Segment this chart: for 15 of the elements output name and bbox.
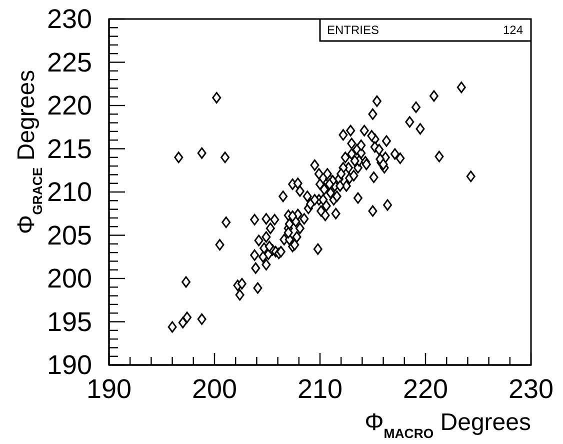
y-tick-label: 215: [46, 134, 92, 164]
x-axis-title: Φ$_{MACRO}$ Degrees: [364, 409, 531, 440]
y-tick-label: 220: [46, 90, 92, 120]
annotation: 124: [502, 23, 524, 37]
x-tick-label: 220: [402, 374, 448, 404]
y-tick-label: 205: [46, 220, 92, 250]
y-tick-label: 225: [46, 47, 92, 78]
annotation: ENTRIES: [327, 23, 380, 37]
y-tick-label: 200: [46, 264, 92, 294]
x-tick-label: 200: [192, 374, 238, 404]
x-tick-label: 230: [508, 374, 554, 404]
y-tick-label: 210: [46, 177, 92, 207]
y-tick-label: 230: [46, 4, 92, 34]
x-tick-label: 210: [297, 374, 343, 404]
y-tick-label: 195: [46, 306, 92, 337]
